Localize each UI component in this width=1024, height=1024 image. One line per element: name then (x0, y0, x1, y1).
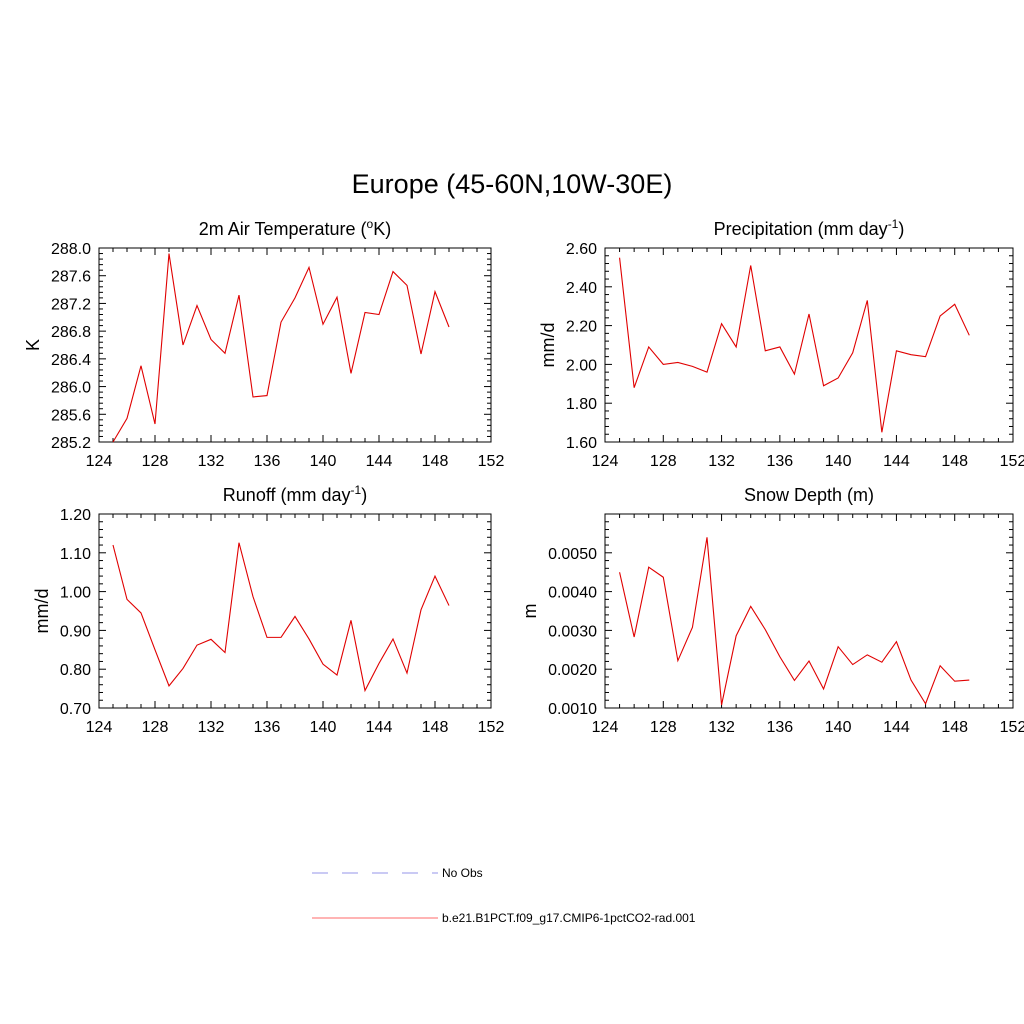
x-tick-label: 124 (592, 453, 619, 470)
plot-frame (604, 247, 1014, 443)
y-tick-label: 0.0030 (548, 623, 597, 640)
panel-title-snow-depth: Snow Depth (m) (744, 485, 874, 505)
y-tick-label: 286.8 (51, 324, 91, 341)
y-tick-label: 1.60 (566, 435, 597, 452)
y-tick-label: 0.0050 (548, 546, 597, 563)
y-tick-label: 286.0 (51, 380, 91, 397)
y-tick-label: 285.6 (51, 407, 91, 424)
y-tick-label: 0.80 (60, 662, 91, 679)
x-tick-label: 132 (708, 453, 735, 470)
y-tick-label: 287.6 (51, 269, 91, 286)
y-tick-label: 0.0040 (548, 585, 597, 602)
x-tick-label: 140 (310, 453, 337, 470)
panel-runoff: 124 128 132 136 140 144 148 152 0.70 0.80 0.90 1.00… (32, 483, 504, 736)
panel-air-temperature: 124 128 132 136 140 144 148 152 285.2 285.6 286.0 2… (23, 217, 504, 470)
y-tick-label: 2.40 (566, 280, 597, 297)
x-tick-label: 132 (198, 719, 225, 736)
y-tick-label: 286.4 (51, 352, 91, 369)
plot-frame (98, 247, 492, 443)
y-tick-label: 1.80 (566, 396, 597, 413)
x-tick-label: 144 (366, 453, 393, 470)
series-line-precipitation (619, 257, 970, 433)
x-tick-label: 152 (478, 453, 505, 470)
x-tick-label: 124 (86, 719, 113, 736)
x-tick-label: 144 (883, 453, 910, 470)
y-tick-label: 1.00 (60, 585, 91, 602)
x-tick-label: 152 (1000, 719, 1024, 736)
panel-title-precipitation: Precipitation (mm day-1) (714, 217, 905, 239)
panel-title-runoff: Runoff (mm day-1) (223, 483, 367, 505)
y-tick-label: 288.0 (51, 241, 91, 258)
x-tick-label: 128 (650, 719, 677, 736)
x-tick-label: 140 (825, 453, 852, 470)
x-tick-label: 152 (1000, 453, 1024, 470)
x-tick-label: 128 (142, 453, 169, 470)
y-tick-label: 2.00 (566, 357, 597, 374)
y-axis-label: mm/d (32, 589, 52, 634)
legend: No Obs b.e21.B1PCT.f09_g17.CMIP6-1pctCO2… (312, 866, 696, 925)
y-tick-label: 285.2 (51, 435, 91, 452)
y-tick-label: 0.70 (60, 701, 91, 718)
legend-label-model: b.e21.B1PCT.f09_g17.CMIP6-1pctCO2-rad.00… (442, 911, 696, 925)
x-tick-label: 132 (708, 719, 735, 736)
x-tick-label: 128 (142, 719, 169, 736)
legend-label-no-obs: No Obs (442, 866, 483, 880)
x-tick-label: 136 (254, 453, 281, 470)
x-tick-label: 148 (941, 719, 968, 736)
y-axis-label: K (23, 339, 43, 351)
x-tick-label: 136 (767, 719, 794, 736)
series-line-snow-depth (619, 537, 970, 706)
panel-title-air-temperature: 2m Air Temperature (oK) (199, 217, 391, 239)
x-tick-label: 136 (254, 719, 281, 736)
x-tick-label: 140 (310, 719, 337, 736)
x-tick-label: 144 (366, 719, 393, 736)
x-tick-label: 152 (478, 719, 505, 736)
x-tick-label: 148 (422, 719, 449, 736)
x-tick-label: 136 (767, 453, 794, 470)
y-tick-label: 1.20 (60, 507, 91, 524)
panel-snow-depth: 124 128 132 136 140 144 148 152 0.0010 0.0020 0.00… (520, 485, 1024, 736)
y-tick-label: 287.2 (51, 296, 91, 313)
x-tick-label: 124 (86, 453, 113, 470)
plot-frame (98, 513, 492, 709)
x-tick-label: 132 (198, 453, 225, 470)
y-tick-label: 1.10 (60, 546, 91, 563)
y-tick-label: 0.90 (60, 623, 91, 640)
series-line-air-temperature (112, 253, 450, 443)
y-tick-label: 2.20 (566, 319, 597, 336)
figure-title: Europe (45-60N,10W-30E) (352, 169, 673, 199)
x-tick-label: 124 (592, 719, 619, 736)
y-axis-label: mm/d (538, 323, 558, 368)
series-line-runoff (112, 542, 450, 693)
y-tick-label: 0.0010 (548, 701, 597, 718)
x-tick-label: 128 (650, 453, 677, 470)
x-tick-label: 148 (941, 453, 968, 470)
x-tick-label: 140 (825, 719, 852, 736)
panel-precipitation: 124 128 132 136 140 144 148 152 1.60 1.80 2.00 2.20… (538, 217, 1024, 470)
y-axis-label: m (520, 604, 540, 619)
x-tick-label: 144 (883, 719, 910, 736)
x-tick-label: 148 (422, 453, 449, 470)
y-tick-label: 2.60 (566, 241, 597, 258)
y-tick-label: 0.0020 (548, 662, 597, 679)
